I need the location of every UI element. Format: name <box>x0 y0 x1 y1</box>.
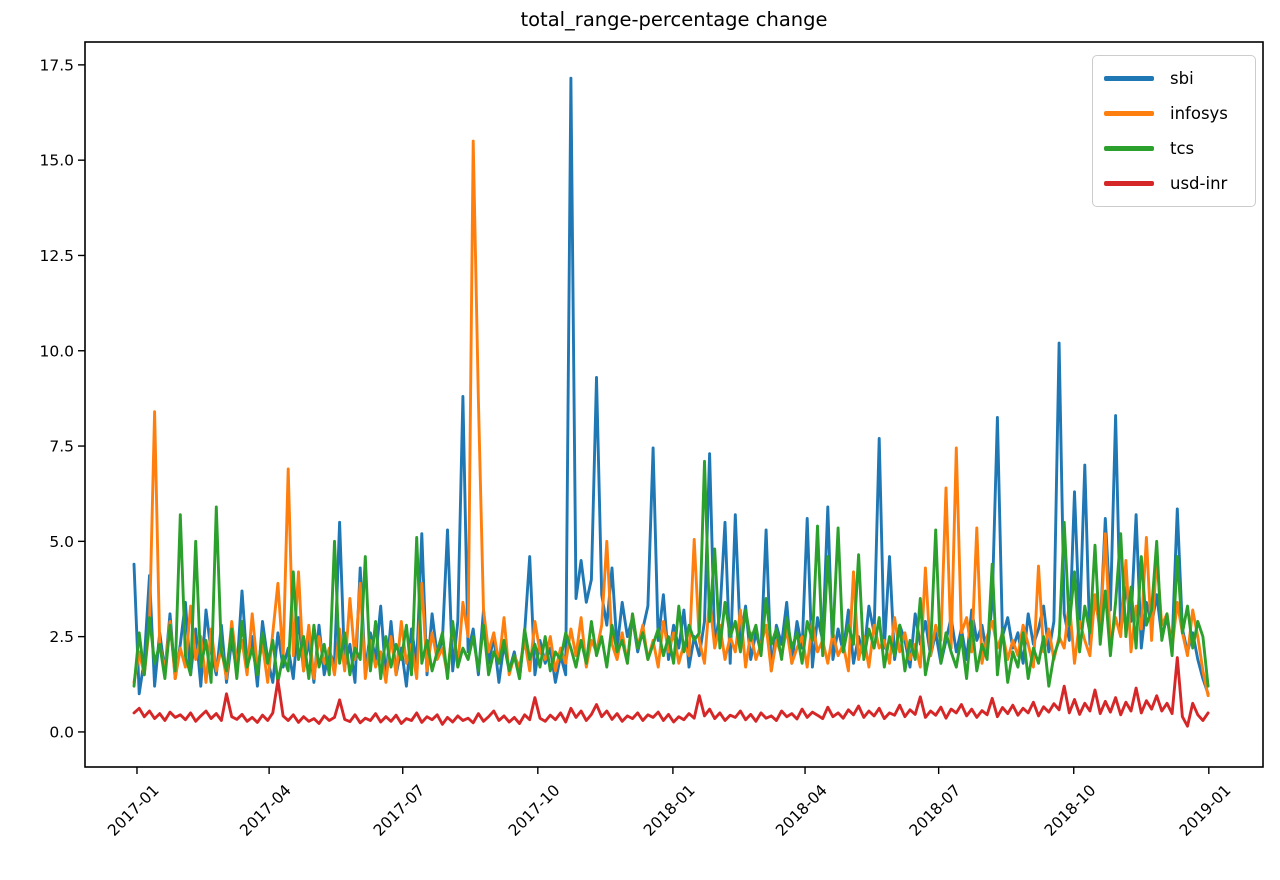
x-tick-label: 2018-10 <box>1041 781 1100 840</box>
x-tick-label: 2017-01 <box>104 781 163 840</box>
x-tick-label: 2017-10 <box>505 781 564 840</box>
y-tick-label: 2.5 <box>49 628 74 646</box>
y-tick-label: 10.0 <box>39 342 74 360</box>
chart-title: total_range-percentage change <box>520 8 828 31</box>
legend-label: sbi <box>1170 69 1194 88</box>
plot-border <box>84 41 1264 768</box>
legend-label: tcs <box>1170 139 1195 158</box>
x-tick-label: 2019-01 <box>1176 781 1235 840</box>
x-tick-label: 2017-04 <box>236 781 295 840</box>
legend-label: usd-inr <box>1170 174 1228 193</box>
y-tick-label: 5.0 <box>49 533 74 551</box>
x-tick-label: 2017-07 <box>370 781 429 840</box>
series-line-usd-inr <box>132 656 1210 728</box>
y-tick-label: 0.0 <box>49 723 74 741</box>
legend-item-tcs: tcs <box>1104 131 1255 166</box>
y-tick-label: 15.0 <box>39 152 74 170</box>
x-tick-label: 2018-07 <box>906 781 965 840</box>
legend-item-usd-inr: usd-inr <box>1104 166 1255 201</box>
legend-item-infosys: infosys <box>1104 96 1255 131</box>
series-line-tcs <box>132 459 1210 688</box>
x-tick-label: 2018-04 <box>772 781 831 840</box>
legend: sbi infosys tcs usd-inr <box>1092 55 1256 207</box>
legend-item-sbi: sbi <box>1104 61 1255 96</box>
legend-swatch-sbi <box>1104 76 1154 81</box>
y-tick-label: 12.5 <box>39 247 74 265</box>
legend-swatch-tcs <box>1104 146 1154 151</box>
legend-swatch-infosys <box>1104 111 1154 116</box>
legend-swatch-usd-inr <box>1104 181 1154 186</box>
legend-label: infosys <box>1170 104 1228 123</box>
y-tick-label: 17.5 <box>39 56 74 74</box>
x-tick-label: 2018-01 <box>640 781 699 840</box>
y-tick-label: 7.5 <box>49 438 74 456</box>
